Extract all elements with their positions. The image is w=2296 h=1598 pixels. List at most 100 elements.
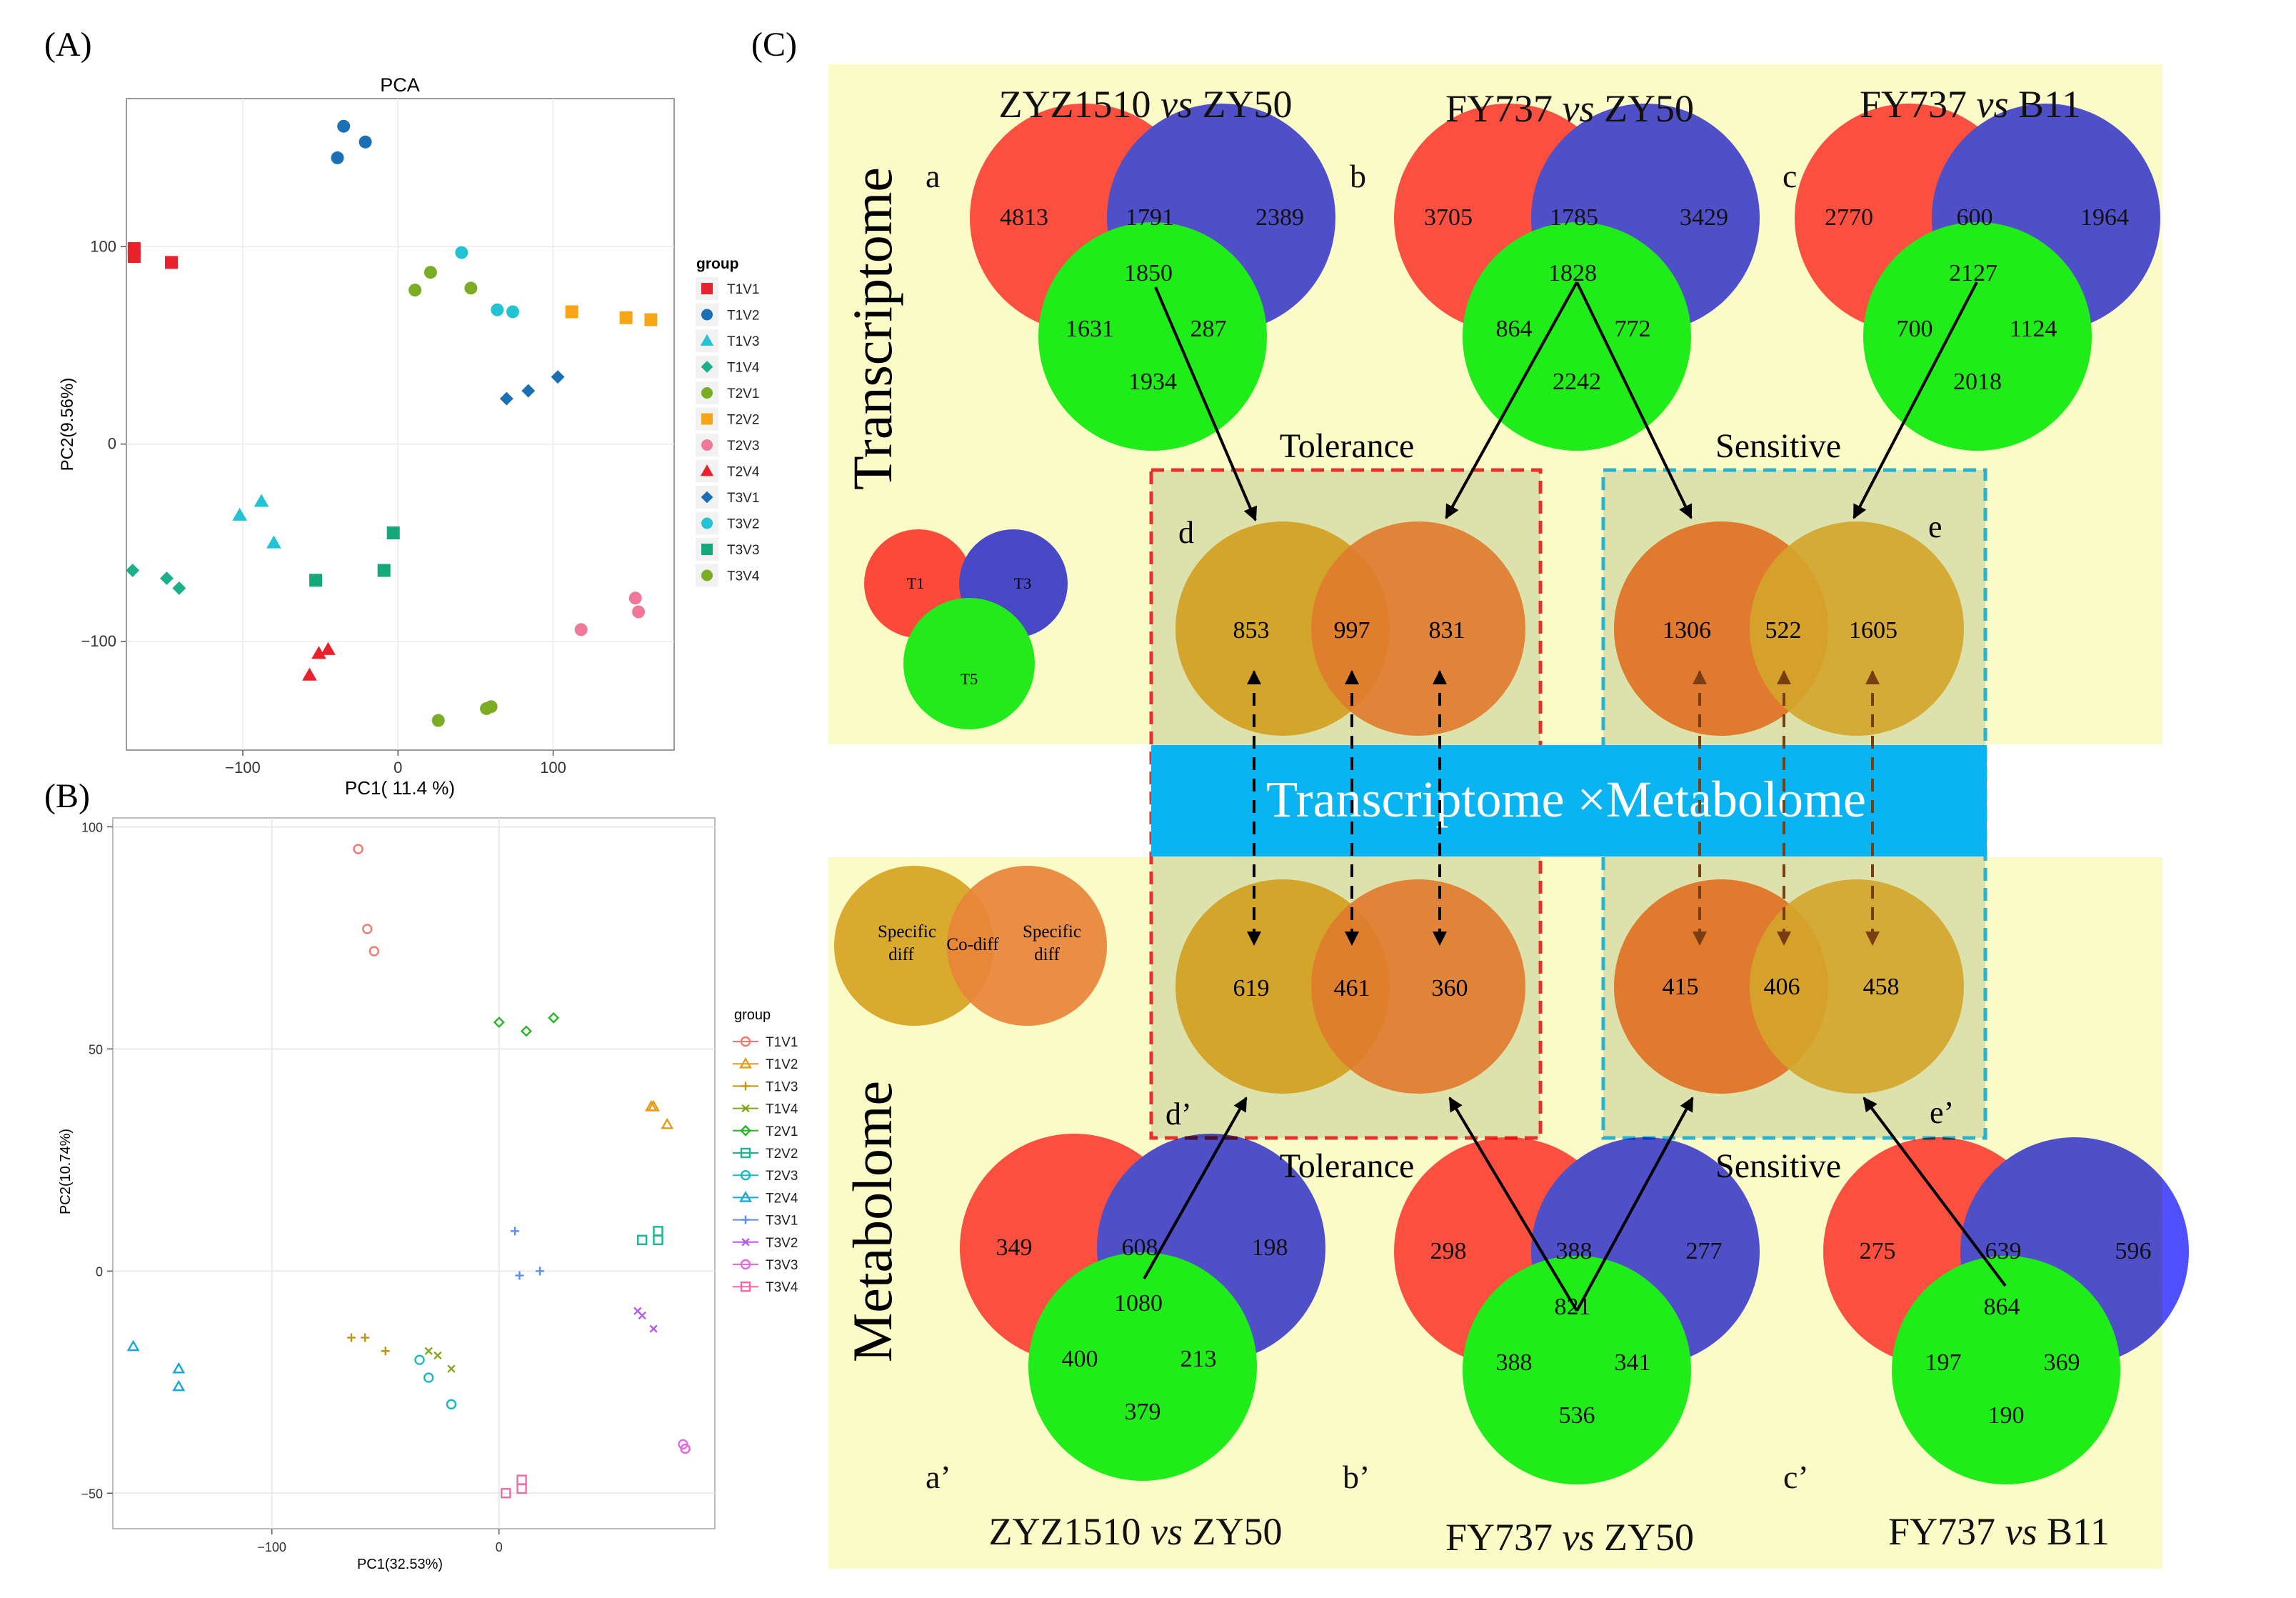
pcaA-point-t2v2 xyxy=(619,311,633,324)
venn-b2-title: FY737 vs ZY50 xyxy=(1445,1516,1694,1559)
pcaB-legend-label-t1v4: T1V4 xyxy=(766,1102,798,1117)
pcaB-legend-key-t2v2 xyxy=(740,1147,751,1159)
venn-b2-red-blue: 388 xyxy=(1556,1238,1593,1264)
pcaA-point-t2v4 xyxy=(321,641,336,655)
arrow-b-to-e xyxy=(1575,281,1693,519)
arrows xyxy=(1143,281,2007,1312)
venn-b-red-blue: 1785 xyxy=(1550,204,1598,231)
pcaA-point-t2v3 xyxy=(574,623,588,636)
venn-c2-only-red: 275 xyxy=(1860,1238,1896,1264)
pcaB-legend-key-t2v4 xyxy=(739,1191,752,1202)
pcaA-legend-label-t3v1: T3V1 xyxy=(727,491,759,506)
pcaB-point-t2v4 xyxy=(172,1362,186,1374)
venn-d-center-value: 997 xyxy=(1334,617,1370,644)
pcaA-xtick-label: 100 xyxy=(540,759,566,776)
pcaB-legend-key-t3v4 xyxy=(740,1281,751,1292)
pcaB-legend-key-t2v3 xyxy=(740,1169,751,1181)
legend-circle-t5 xyxy=(903,598,1035,729)
dashed-links xyxy=(1247,670,1880,946)
venn-e-prime: e’ 415 406 458 xyxy=(1614,879,1964,1130)
venn-e-prime-letter: e’ xyxy=(1930,1095,1954,1130)
pcaB-point-t3v1 xyxy=(511,1227,520,1236)
venn-c2-green-circle xyxy=(1892,1256,2120,1484)
pcaA-legend-label-t3v2: T3V2 xyxy=(727,517,759,532)
pca-plot-b: −100 0 −50 0 50 100 PC1(32.53%) PC2(10.74%) g… xyxy=(58,817,798,1572)
venn-c2-title-vs: vs xyxy=(2005,1510,2037,1553)
pcaA-point-t1v4 xyxy=(126,564,140,577)
venn-a2-letter: a’ xyxy=(926,1459,951,1495)
pcaA-point-t3v3 xyxy=(377,564,391,577)
pcaB-point-t1v3 xyxy=(361,1333,370,1342)
pcaA-point-t3v3 xyxy=(309,574,323,587)
pcaA-point-t1v3 xyxy=(254,494,269,507)
pcaA-legend-key-t3v4 xyxy=(701,569,713,581)
venn-b-title-left: FY737 xyxy=(1445,87,1563,130)
pcaA-point-t2v1 xyxy=(423,266,437,279)
venn-e-prime-center-value: 406 xyxy=(1764,974,1800,1000)
venn-b2-green-circle xyxy=(1463,1256,1691,1484)
venn-b-only-green: 2242 xyxy=(1553,369,1601,395)
pcaB-point-t3v2 xyxy=(649,1324,658,1333)
pcaA-point-t1v4 xyxy=(160,571,174,586)
venn-triple-b: 3705 1785 3429 1828 864 772 2242 b FY737 vs ZY50 xyxy=(1350,87,1760,451)
venn-triple-c: 2770 600 1964 2127 700 1124 2018 c FY737 vs B11 xyxy=(1783,83,2160,451)
venn-e-left-value: 1306 xyxy=(1663,617,1711,644)
pcaB-legend-key-t1v3 xyxy=(741,1082,750,1091)
venn-d-left-value: 853 xyxy=(1233,617,1270,644)
venn-e-prime-right-value: 458 xyxy=(1863,974,1900,1000)
pcaA-legend-key-t2v1 xyxy=(701,387,713,399)
venn-a2-red-blue: 608 xyxy=(1122,1234,1158,1261)
pcaB-legend-label-t3v1: T3V1 xyxy=(766,1214,798,1229)
venn-b-only-red: 3705 xyxy=(1424,204,1473,231)
pcaB-point-t3v2 xyxy=(638,1311,646,1320)
pcaB-xtick-label: 0 xyxy=(496,1540,503,1554)
pcaB-point-t1v4 xyxy=(447,1364,456,1373)
venn-a-red-green: 1631 xyxy=(1066,316,1114,342)
venn-b2-title-right: ZY50 xyxy=(1595,1516,1694,1559)
venn-b-title-right: ZY50 xyxy=(1595,87,1694,130)
venn-b2-only-blue: 277 xyxy=(1686,1238,1723,1264)
pcaA-legend-label-t1v1: T1V1 xyxy=(727,282,759,297)
venn-c-red-green: 700 xyxy=(1897,316,1933,342)
pca-b-xlabel: PC1(32.53%) xyxy=(357,1557,443,1572)
pcaA-ytick-label: 100 xyxy=(90,237,116,255)
pcaA-point-t2v2 xyxy=(565,305,578,319)
sensitive-label-top: Sensitive xyxy=(1715,427,1841,465)
pcaB-legend-label-t3v3: T3V3 xyxy=(766,1258,798,1273)
pcaA-point-t3v1 xyxy=(499,391,513,406)
venn-c-title-left: FY737 xyxy=(1860,83,1977,126)
pca-b-legend: group T1V1 T1V2 T1V3 T1V4 T2V1 T2V2 T2V3 T2V4 T3… xyxy=(733,1007,798,1295)
venn-c2-letter: c’ xyxy=(1783,1459,1809,1495)
venn-b2-blue-green: 341 xyxy=(1615,1349,1651,1376)
venn-c-green-circle xyxy=(1863,222,2092,451)
legend-pair-venn: Specific diff Co-diff Specific diff xyxy=(834,866,1107,1026)
pcaA-legend-key-t1v1 xyxy=(701,283,713,294)
pcaA-point-t2v3 xyxy=(628,591,642,605)
pcaB-legend-label-t2v1: T2V1 xyxy=(766,1124,798,1139)
pcaA-ytick-label: −100 xyxy=(81,632,116,650)
venn-c-letter: c xyxy=(1783,158,1797,194)
venn-d-right-value: 831 xyxy=(1429,617,1465,644)
venn-a-title-left: ZYZ1510 xyxy=(999,83,1160,126)
integration-banner-text: Transcriptome ×Metabolome xyxy=(1266,771,1866,828)
venn-c-title-right: B11 xyxy=(2009,83,2082,126)
pcaB-point-t1v2 xyxy=(661,1117,674,1129)
pcaB-legend-label-t3v2: T3V2 xyxy=(766,1236,798,1251)
venn-a-only-red: 4813 xyxy=(1000,204,1048,231)
pcaA-point-t3v1 xyxy=(551,370,565,384)
pcaA-legend-key-t1v2 xyxy=(701,309,713,321)
pcaA-point-t1v2 xyxy=(337,119,351,133)
pcaB-point-t1v1 xyxy=(369,946,380,957)
pcaA-point-t1v1 xyxy=(127,250,141,264)
venn-e-right-value: 1605 xyxy=(1849,617,1898,644)
pcaA-point-t2v1 xyxy=(408,284,422,297)
venn-a2-all: 1080 xyxy=(1114,1290,1163,1317)
venn-c2-only-green: 190 xyxy=(1988,1402,2025,1429)
legend-codiff-label: Co-diff xyxy=(946,935,999,954)
pcaA-point-t2v2 xyxy=(644,313,658,326)
integration-banner xyxy=(1151,745,1987,857)
legend-circle-specific-left xyxy=(834,866,994,1026)
pcaA-xtick-label: −100 xyxy=(225,759,261,776)
pcaB-point-t1v4 xyxy=(433,1351,442,1360)
venn-a-only-green: 1934 xyxy=(1128,369,1177,395)
